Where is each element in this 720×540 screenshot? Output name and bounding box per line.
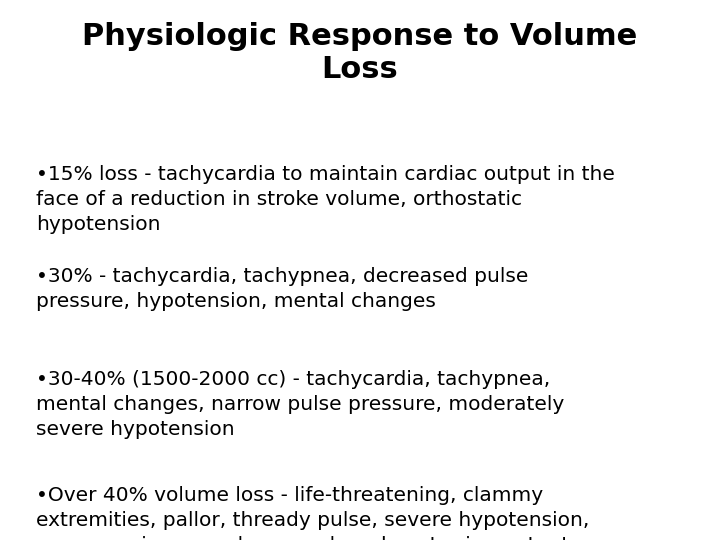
- Text: •30-40% (1500-2000 cc) - tachycardia, tachypnea,
mental changes, narrow pulse pr: •30-40% (1500-2000 cc) - tachycardia, ta…: [36, 370, 564, 439]
- Text: •Over 40% volume loss - life-threatening, clammy
extremities, pallor, thready pu: •Over 40% volume loss - life-threatening…: [36, 486, 590, 540]
- Text: Physiologic Response to Volume
Loss: Physiologic Response to Volume Loss: [82, 22, 638, 84]
- Text: •30% - tachycardia, tachypnea, decreased pulse
pressure, hypotension, mental cha: •30% - tachycardia, tachypnea, decreased…: [36, 267, 528, 311]
- Text: •15% loss - tachycardia to maintain cardiac output in the
face of a reduction in: •15% loss - tachycardia to maintain card…: [36, 165, 615, 234]
